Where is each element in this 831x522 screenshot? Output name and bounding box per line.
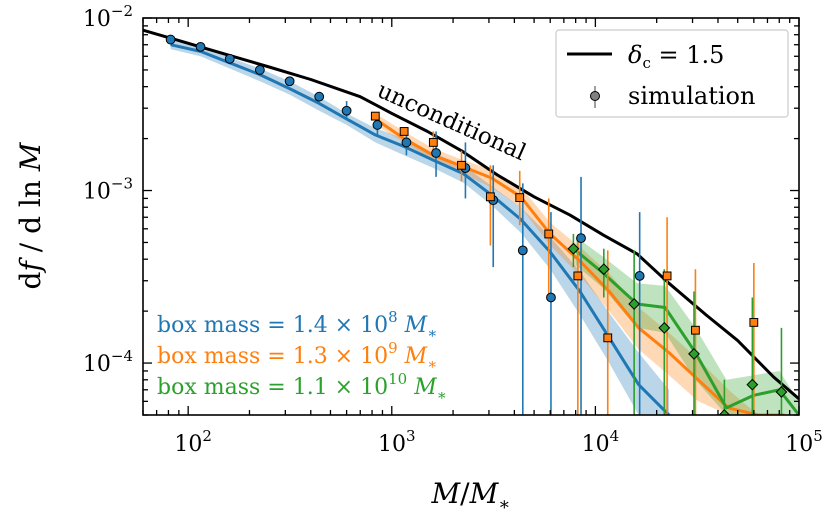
marker-series-0 bbox=[314, 91, 325, 102]
marker-series-1 bbox=[749, 318, 759, 327]
marker-series-2 bbox=[658, 321, 671, 334]
marker-series-1 bbox=[399, 127, 409, 136]
marker-series-2 bbox=[775, 386, 788, 398]
series-label-2: box mass = 1.1 × 1010 M∗ bbox=[157, 370, 447, 404]
line-unconditional bbox=[143, 28, 799, 401]
x-tick-label: 105 bbox=[785, 427, 823, 457]
x-tick-label: 104 bbox=[582, 427, 620, 457]
series-label-0: box mass = 1.4 × 108 M∗ bbox=[157, 308, 437, 342]
marker-series-0 bbox=[165, 34, 176, 45]
annotation-unconditional: unconditional bbox=[373, 77, 529, 166]
band-series-0 bbox=[170, 40, 669, 415]
marker-series-0 bbox=[546, 292, 556, 303]
series-label-1: box mass = 1.3 × 109 M∗ bbox=[157, 339, 437, 373]
band-series-1 bbox=[375, 113, 785, 415]
x-axis-label: M/M∗ bbox=[430, 477, 510, 515]
marker-series-1 bbox=[691, 325, 700, 335]
marker-series-1 bbox=[603, 333, 613, 343]
marker-series-1 bbox=[457, 160, 466, 170]
legend-label-simulation: simulation bbox=[628, 82, 755, 110]
marker-series-0 bbox=[341, 105, 352, 116]
marker-series-0 bbox=[254, 65, 265, 75]
legend-box bbox=[555, 29, 789, 118]
line-series-0 bbox=[170, 43, 671, 415]
marker-series-1 bbox=[515, 193, 525, 202]
marker-series-1 bbox=[662, 271, 672, 281]
marker-series-2 bbox=[718, 409, 731, 415]
marker-series-2 bbox=[688, 347, 700, 360]
plot-frame bbox=[142, 17, 800, 416]
marker-series-2 bbox=[746, 378, 759, 391]
marker-series-1 bbox=[370, 111, 380, 121]
marker-series-0 bbox=[284, 76, 295, 87]
axis-tick-labels: 102 103 104 105 10−4 10−3 10−2 bbox=[83, 2, 823, 457]
y-axis-label: df / d ln M bbox=[14, 141, 47, 289]
marker-series-1 bbox=[544, 229, 554, 239]
marker-series-1 bbox=[573, 271, 583, 281]
x-tick-label: 103 bbox=[378, 427, 416, 457]
band-series-2 bbox=[575, 236, 799, 415]
y-tick-label: 10−4 bbox=[83, 347, 133, 377]
error-bars bbox=[345, 101, 783, 415]
model-lines bbox=[143, 28, 799, 415]
data-markers bbox=[165, 34, 788, 415]
marker-series-0 bbox=[634, 271, 645, 281]
marker-series-0 bbox=[517, 245, 528, 256]
y-tick-label: 10−2 bbox=[83, 2, 133, 32]
series-labels: box mass = 1.4 × 108 M∗box mass = 1.3 × … bbox=[157, 308, 447, 404]
model-bands bbox=[170, 40, 799, 415]
legend: δc = 1.5 simulation bbox=[555, 29, 789, 118]
marker-series-0 bbox=[224, 53, 235, 64]
marker-series-0 bbox=[431, 148, 441, 158]
axis-ticks bbox=[142, 17, 800, 416]
marker-series-2 bbox=[567, 242, 580, 255]
marker-series-2 bbox=[628, 298, 641, 310]
marker-series-0 bbox=[401, 137, 412, 148]
marker-series-2 bbox=[597, 263, 610, 276]
line-series-1 bbox=[374, 117, 785, 415]
marker-series-0 bbox=[372, 120, 383, 130]
x-tick-label: 102 bbox=[174, 427, 212, 457]
y-tick-label: 10−3 bbox=[83, 175, 133, 205]
legend-marker-sample bbox=[590, 91, 600, 101]
legend-label-delta: δc = 1.5 bbox=[628, 41, 724, 72]
marker-series-1 bbox=[428, 138, 438, 147]
marker-series-0 bbox=[576, 233, 586, 244]
marker-series-0 bbox=[195, 41, 206, 52]
marker-series-1 bbox=[485, 192, 495, 202]
